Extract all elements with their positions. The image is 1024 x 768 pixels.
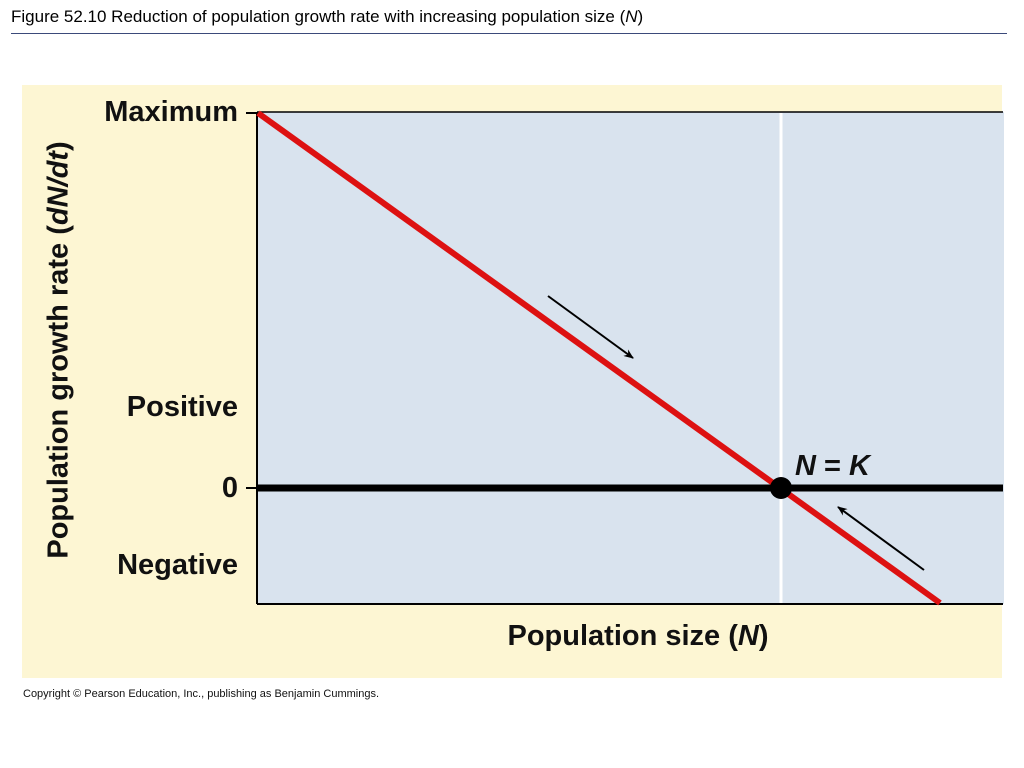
carrying-capacity-label-n: N (795, 450, 816, 482)
equilibrium-point (770, 477, 792, 499)
copyright-notice: Copyright © Pearson Education, Inc., pub… (23, 688, 380, 700)
y-tick-negative: Negative (117, 549, 238, 581)
carrying-capacity-label-equals: = (815, 450, 850, 482)
carrying-capacity-label: N = K (795, 450, 870, 483)
increasing-arrow (837, 506, 925, 571)
y-tick-maximum: Maximum (104, 96, 238, 128)
y-axis-title: Population growth rate (dN/dt) (43, 141, 76, 558)
title-prefix: Figure 52.10 Reduction of population gro… (11, 7, 626, 26)
y-axis-title-suffix: ) (42, 141, 75, 152)
y-tick-positive: Positive (126, 391, 238, 423)
title-variable: N (625, 7, 638, 26)
carrying-capacity-label-k: K (849, 450, 870, 482)
title-suffix: ) (637, 7, 644, 26)
growth-rate-line (256, 110, 942, 606)
y-axis-title-prefix: Population growth rate ( (42, 225, 75, 559)
decreasing-arrow (547, 295, 634, 359)
x-axis-title-prefix: Population size ( (507, 620, 738, 652)
x-axis-title-suffix: ) (758, 620, 769, 652)
y-tick-zero: 0 (221, 472, 238, 504)
x-axis-title: Population size (N) (507, 620, 768, 653)
x-axis-title-variable: N (737, 620, 759, 652)
title-divider (11, 33, 1007, 34)
y-axis-title-variable: dN/dt (42, 151, 75, 226)
figure-title: Figure 52.10 Reduction of population gro… (11, 7, 643, 27)
